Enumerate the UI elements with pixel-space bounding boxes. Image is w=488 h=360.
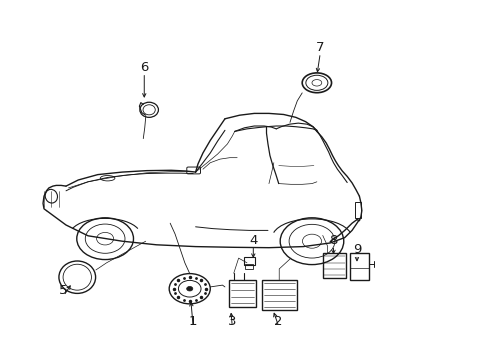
Bar bbox=[349, 253, 368, 280]
Text: 8: 8 bbox=[328, 234, 337, 247]
Text: 3: 3 bbox=[227, 315, 236, 328]
Bar bbox=[243, 257, 255, 265]
Bar bbox=[228, 280, 255, 307]
Text: 6: 6 bbox=[140, 61, 148, 74]
Bar bbox=[322, 253, 346, 278]
Text: 7: 7 bbox=[315, 41, 324, 54]
Text: 4: 4 bbox=[248, 234, 257, 247]
Text: 1: 1 bbox=[188, 315, 197, 328]
Text: 9: 9 bbox=[352, 243, 361, 256]
Bar bbox=[261, 280, 296, 310]
Text: 2: 2 bbox=[274, 315, 283, 328]
Text: 5: 5 bbox=[59, 284, 68, 297]
Bar bbox=[354, 202, 360, 218]
Circle shape bbox=[186, 287, 192, 291]
Bar bbox=[245, 264, 253, 269]
